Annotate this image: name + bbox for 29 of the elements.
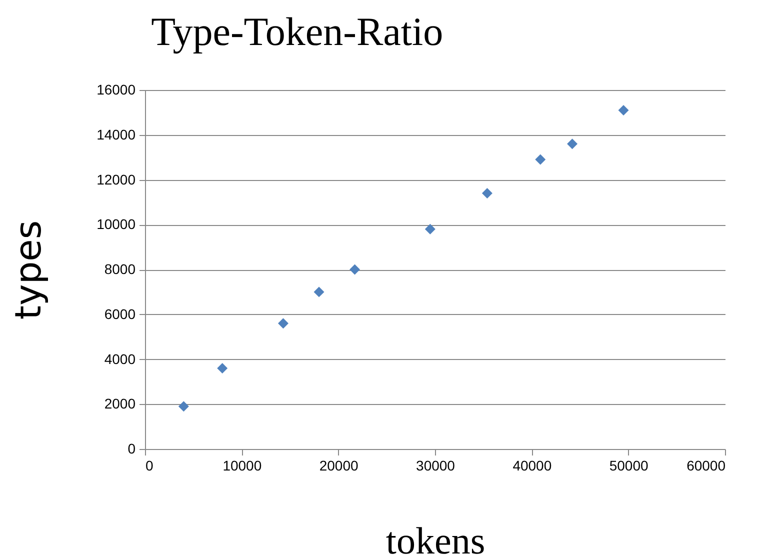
x-tick-label: 10000 bbox=[222, 458, 262, 474]
point bbox=[535, 154, 546, 165]
point bbox=[178, 401, 189, 412]
point bbox=[618, 104, 629, 116]
point bbox=[567, 138, 578, 150]
y-tick-label: 12000 bbox=[96, 171, 136, 188]
y-tick-label: 4000 bbox=[104, 350, 136, 367]
chart-title: Type-Token-Ratio bbox=[151, 9, 444, 54]
x-tick-label: 50000 bbox=[609, 458, 649, 474]
point bbox=[278, 318, 288, 329]
point bbox=[217, 362, 228, 374]
y-tick-label: 6000 bbox=[104, 306, 136, 322]
x-axis-title: tokens bbox=[386, 520, 486, 559]
x-tick-label: 0 bbox=[146, 458, 154, 474]
point bbox=[424, 224, 436, 234]
y-tick-label: 0 bbox=[128, 440, 136, 456]
x-tick-label: 60000 bbox=[686, 458, 726, 474]
point bbox=[314, 286, 324, 298]
x-tick-label: 30000 bbox=[416, 458, 456, 474]
point bbox=[482, 188, 492, 198]
y-axis-title: types bbox=[8, 220, 50, 320]
y-tick-label: 16000 bbox=[96, 82, 136, 98]
point bbox=[350, 264, 360, 275]
x-tick-label: 40000 bbox=[512, 458, 552, 474]
y-tick-label: 14000 bbox=[96, 126, 136, 142]
y-tick-label: 2000 bbox=[104, 396, 136, 412]
x-tick-label: 20000 bbox=[319, 458, 359, 474]
y-tick-label: 10000 bbox=[96, 216, 136, 232]
y-tick-label: 8000 bbox=[104, 261, 136, 277]
